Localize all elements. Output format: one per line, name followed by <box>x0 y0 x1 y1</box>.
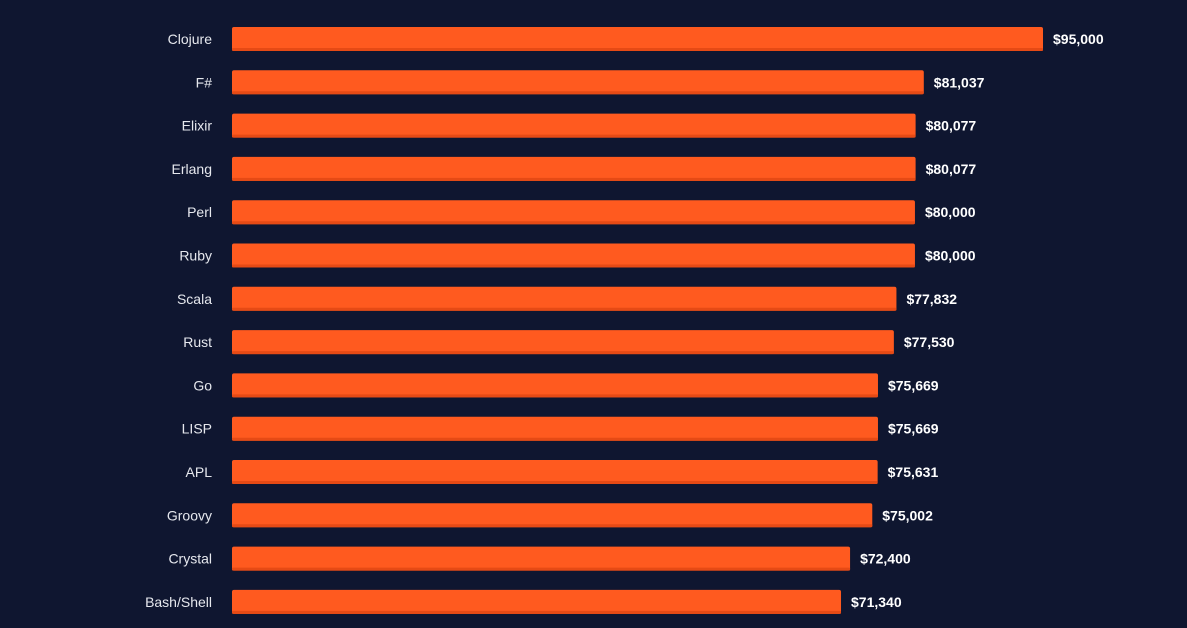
category-label-groovy: Groovy <box>167 507 212 523</box>
value-label-perl: $80,000 <box>925 204 976 220</box>
category-label-ruby: Ruby <box>179 248 212 264</box>
bar-lisp <box>232 416 878 441</box>
category-label-go: Go <box>193 377 212 393</box>
category-label-lisp: LISP <box>182 421 212 437</box>
bar-scala <box>232 286 897 311</box>
bar-shade-crystal <box>232 567 851 571</box>
bar-go <box>232 373 878 398</box>
category-label-elixir: Elixir <box>182 118 213 134</box>
bar-shade-bash-shell <box>232 610 842 614</box>
bar-shade-groovy <box>232 524 873 528</box>
bar-shade-apl <box>232 481 878 484</box>
bar-erlang <box>232 156 916 181</box>
category-label-crystal: Crystal <box>168 551 212 567</box>
bar-shade-erlang <box>232 177 916 181</box>
bar-shade-elixir <box>232 134 916 138</box>
bar-rust <box>232 330 894 355</box>
value-label-elixir: $80,077 <box>926 118 977 134</box>
value-label-bash-shell: $71,340 <box>851 594 902 610</box>
value-label-lisp: $75,669 <box>888 421 939 437</box>
value-label-groovy: $75,002 <box>882 507 933 523</box>
category-label-f: F# <box>196 74 213 90</box>
value-label-clojure: $95,000 <box>1053 31 1104 47</box>
bar-elixir <box>232 113 916 138</box>
category-label-apl: APL <box>186 464 213 480</box>
category-label-clojure: Clojure <box>168 31 213 47</box>
bar-shade-scala <box>232 307 897 311</box>
value-label-scala: $77,832 <box>906 291 957 307</box>
bar-shade-go <box>232 394 878 398</box>
bar-groovy <box>232 503 873 528</box>
category-label-perl: Perl <box>187 204 212 220</box>
category-label-rust: Rust <box>183 334 212 350</box>
labels-layer: Clojure $95,000 F# $81,037 Elixir $80,077 Erla… <box>145 31 1104 610</box>
value-label-go: $75,669 <box>888 377 939 393</box>
bar-ruby <box>232 243 915 268</box>
value-label-erlang: $80,077 <box>926 161 977 177</box>
bar-shade-clojure <box>232 48 1043 51</box>
category-label-erlang: Erlang <box>172 161 212 177</box>
category-label-bash-shell: Bash/Shell <box>145 594 212 610</box>
bar-shade-f <box>232 91 924 95</box>
value-label-rust: $77,530 <box>904 334 955 350</box>
category-label-scala: Scala <box>177 291 212 307</box>
bar-shade-ruby <box>232 264 915 268</box>
value-label-ruby: $80,000 <box>925 248 976 264</box>
bar-apl <box>232 460 878 484</box>
bars-layer <box>232 27 1043 614</box>
bar-perl <box>232 200 915 225</box>
bar-clojure <box>232 27 1043 51</box>
bar-f <box>232 70 924 95</box>
value-label-f: $81,037 <box>934 74 985 90</box>
bar-crystal <box>232 546 851 571</box>
value-label-apl: $75,631 <box>888 464 939 480</box>
value-label-crystal: $72,400 <box>860 551 911 567</box>
bar-shade-perl <box>232 221 915 225</box>
bar-shade-lisp <box>232 437 878 441</box>
bar-bash-shell <box>232 589 842 614</box>
bar-shade-rust <box>232 351 894 355</box>
